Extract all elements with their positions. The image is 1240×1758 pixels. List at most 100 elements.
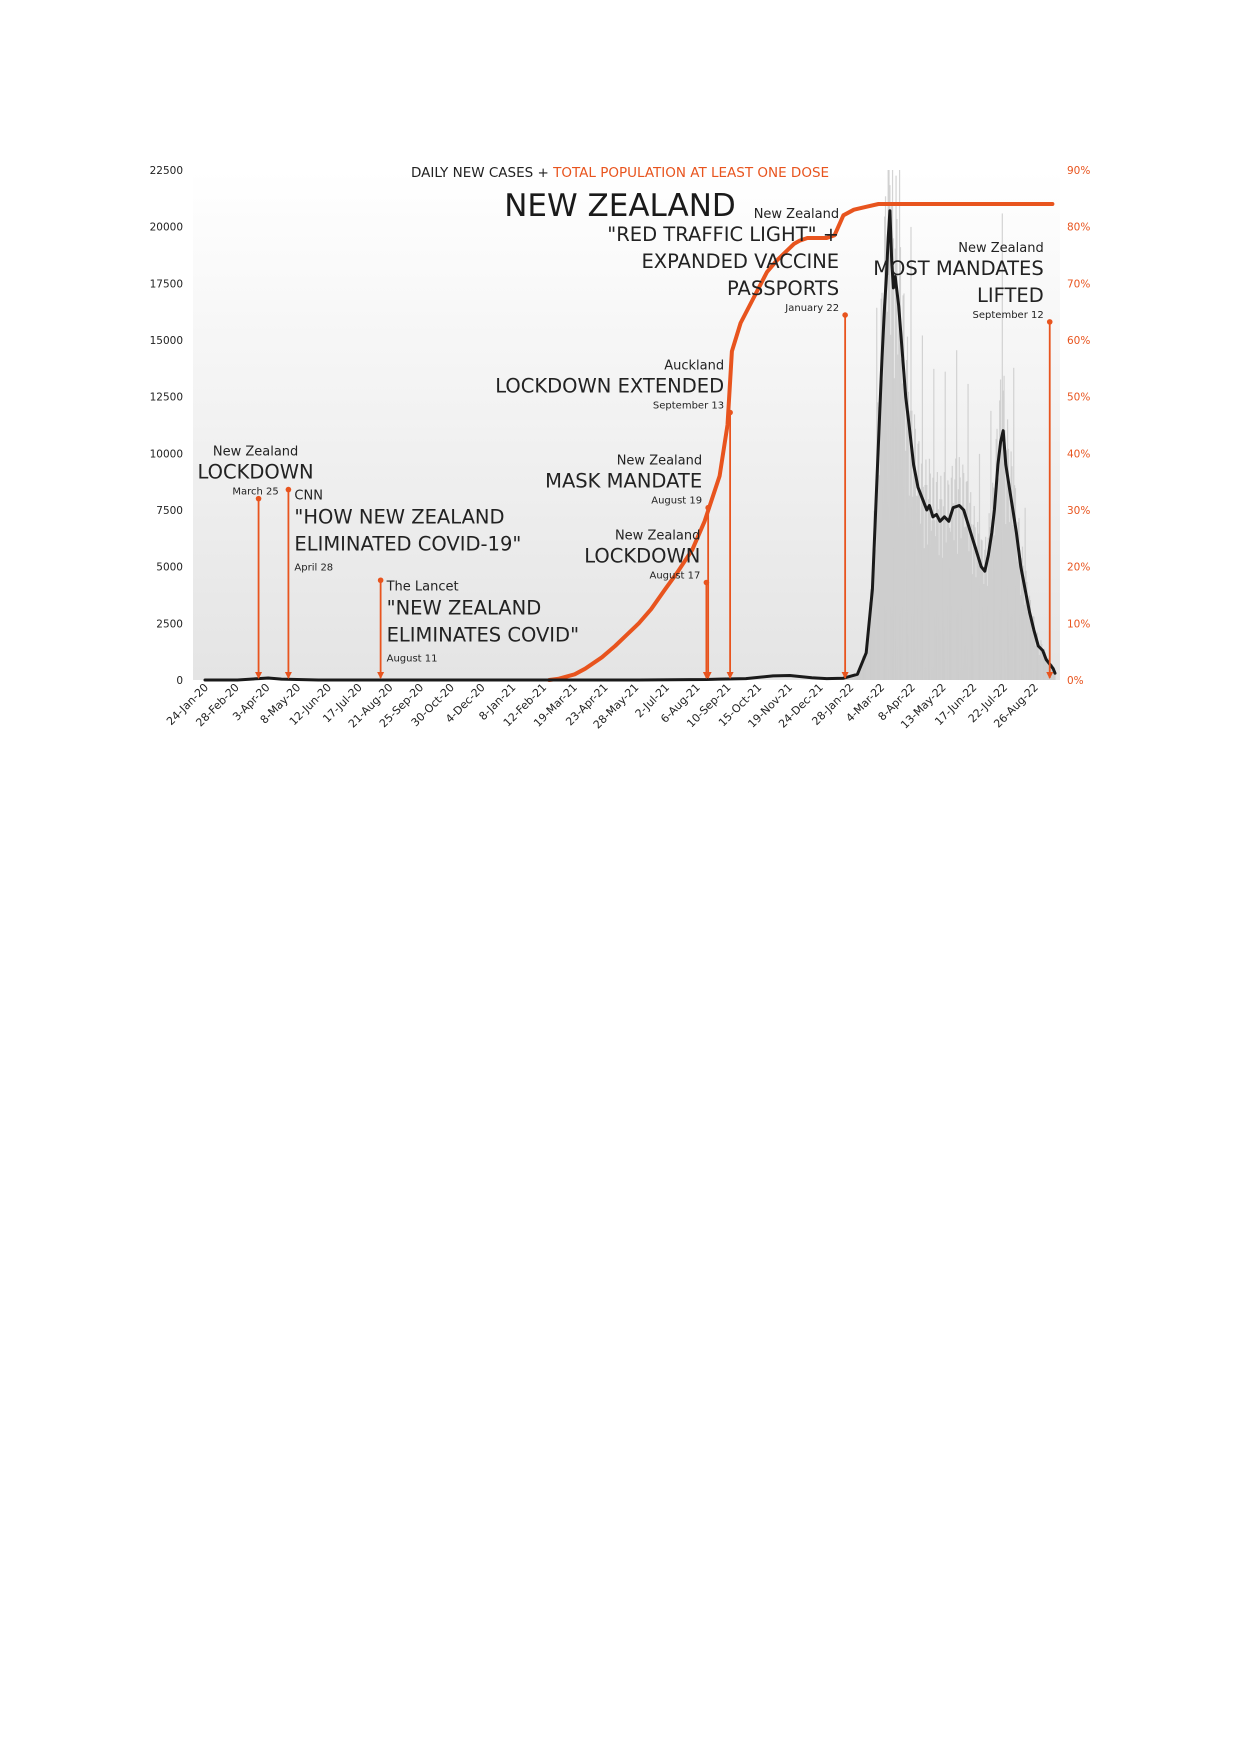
case-bar xyxy=(925,459,927,680)
case-bar xyxy=(963,472,965,680)
y-left-tick-label: 12500 xyxy=(150,392,183,404)
case-bar xyxy=(886,311,888,680)
y-right-tick-label: 50% xyxy=(1067,392,1090,404)
annotation-headline: "HOW NEW ZEALAND xyxy=(294,506,504,529)
case-bar xyxy=(960,538,962,680)
case-bar xyxy=(862,656,864,680)
case-bar xyxy=(934,520,936,680)
case-bar xyxy=(852,675,854,680)
case-bar xyxy=(900,359,902,680)
case-bar xyxy=(920,463,923,680)
case-bar xyxy=(959,477,961,680)
case-bar xyxy=(941,499,943,680)
annotation-headline: ELIMINATED COVID-19" xyxy=(294,533,521,556)
case-bar xyxy=(891,202,893,681)
case-bar xyxy=(968,551,970,680)
case-bar xyxy=(924,484,926,680)
case-bar xyxy=(1042,653,1045,680)
case-bar xyxy=(944,371,946,680)
annotation-dot xyxy=(377,577,384,584)
case-bar xyxy=(904,377,906,680)
case-bar xyxy=(897,354,899,680)
case-bar xyxy=(993,535,996,680)
case-bar xyxy=(963,527,966,680)
case-bar xyxy=(920,523,922,680)
subtitle-vaccination: TOTAL POPULATION AT LEAST ONE DOSE xyxy=(552,165,829,181)
y-right-tick-label: 20% xyxy=(1067,562,1090,574)
annotation-dot xyxy=(727,409,733,416)
case-bar xyxy=(973,505,975,680)
annotation-source: New Zealand xyxy=(213,445,298,460)
case-bar xyxy=(954,479,956,680)
case-bar xyxy=(969,502,971,680)
y-right-tick-label: 0% xyxy=(1067,675,1084,687)
annotation-headline: ELIMINATES COVID" xyxy=(387,623,579,646)
case-bar xyxy=(1009,489,1011,680)
case-bar xyxy=(952,503,954,680)
annotation-arrow xyxy=(284,672,292,679)
chart-title: NEW ZEALAND xyxy=(504,188,736,224)
annotation-dot xyxy=(705,504,711,511)
case-bar xyxy=(911,410,913,680)
annotation-2: CNN "HOW NEW ZEALAND ELIMINATED COVID-19" A… xyxy=(284,486,521,679)
case-bar xyxy=(892,238,895,680)
case-bar xyxy=(1030,621,1032,680)
case-bar xyxy=(943,472,945,680)
annotation-date: January 22 xyxy=(784,303,839,314)
case-bar xyxy=(1010,451,1012,680)
case-bar xyxy=(940,475,942,680)
case-bar xyxy=(1021,558,1023,680)
case-bar xyxy=(864,654,866,680)
case-bar xyxy=(884,216,886,680)
annotation-source: The Lancet xyxy=(386,579,459,594)
case-bar xyxy=(1017,522,1019,680)
case-bar xyxy=(994,500,996,680)
case-bar xyxy=(1031,630,1033,680)
case-bar xyxy=(970,492,972,680)
case-bar xyxy=(1028,610,1030,680)
annotation-source: New Zealand xyxy=(958,241,1043,256)
case-bar xyxy=(1004,430,1006,680)
case-bar xyxy=(1036,632,1039,680)
case-bar xyxy=(875,549,877,680)
case-bar xyxy=(913,414,916,680)
case-bar xyxy=(964,526,967,680)
case-bar xyxy=(1014,485,1016,680)
case-bar xyxy=(907,391,909,680)
case-bar xyxy=(1041,644,1043,680)
case-bar xyxy=(869,602,871,680)
case-bar xyxy=(919,491,921,680)
y-right-tick-label: 30% xyxy=(1067,505,1090,517)
case-bar xyxy=(927,544,929,680)
case-bar xyxy=(867,638,869,680)
y-left-tick-label: 7500 xyxy=(156,505,183,517)
case-bar xyxy=(1016,561,1018,680)
cases-line xyxy=(203,209,1057,682)
annotation-date: September 13 xyxy=(653,401,724,412)
case-bars xyxy=(826,170,1056,681)
case-bar xyxy=(956,350,958,680)
case-bar xyxy=(1054,672,1056,680)
case-bar xyxy=(980,539,982,680)
case-bar xyxy=(983,584,985,680)
annotation-source: New Zealand xyxy=(754,207,839,222)
case-bar xyxy=(887,170,889,680)
case-bar xyxy=(884,196,887,680)
annotation-date: September 12 xyxy=(973,310,1044,321)
case-bar xyxy=(931,520,933,680)
case-bar xyxy=(999,379,1002,680)
case-bar xyxy=(1044,652,1046,680)
case-bar xyxy=(1012,524,1014,680)
case-bar xyxy=(882,379,884,680)
case-bar xyxy=(939,499,941,680)
case-bar xyxy=(926,484,928,680)
case-bar xyxy=(859,666,861,680)
case-bar xyxy=(934,536,937,680)
case-bar xyxy=(902,295,904,680)
case-bar xyxy=(868,629,870,680)
case-bar xyxy=(916,496,918,680)
